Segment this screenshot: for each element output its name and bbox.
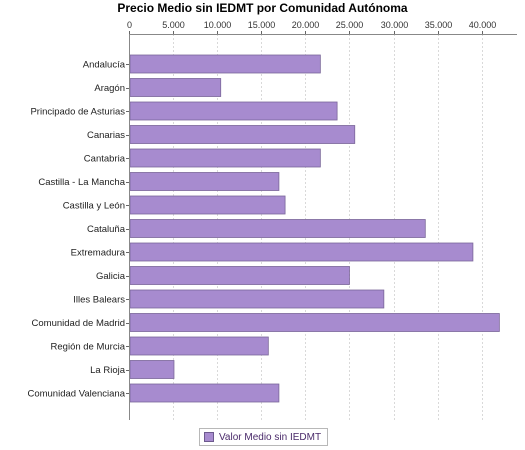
category-label: Castilla - La Mancha <box>38 177 125 188</box>
category-label: Extremadura <box>71 248 126 259</box>
x-tick-label: 0 <box>127 20 132 30</box>
category-label: Cantabria <box>84 154 126 165</box>
x-tick-label: 20.000 <box>292 20 320 30</box>
x-tick-label: 25.000 <box>336 20 364 30</box>
bar <box>129 148 321 168</box>
category-label: Canarias <box>87 130 125 141</box>
bar <box>129 78 222 97</box>
x-tick-labels: 0 5.000 10.000 15.000 20.000 25.000 30.000 35.0… <box>127 20 496 30</box>
x-tick-label: 35.000 <box>425 20 453 30</box>
category-label: Aragón <box>94 83 125 94</box>
category-label: Comunidad de Madrid <box>32 318 125 329</box>
category-label: Cataluña <box>87 224 126 235</box>
category-label: Andalucía <box>83 60 126 71</box>
category-label: Galicia <box>96 271 126 282</box>
category-label: Illes Balears <box>73 295 125 306</box>
bar <box>129 313 500 332</box>
bar <box>129 383 280 403</box>
legend: Valor Medio sin IEDMT <box>199 428 329 446</box>
x-tick-label: 10.000 <box>204 20 232 30</box>
category-label: Principado de Asturias <box>30 107 125 118</box>
bar <box>129 336 269 356</box>
bar <box>129 125 356 144</box>
x-tick-label: 30.000 <box>381 20 409 30</box>
bar <box>129 289 385 309</box>
category-label: La Rioja <box>90 365 126 376</box>
bars <box>129 54 500 403</box>
x-tick-label: 15.000 <box>248 20 276 30</box>
x-tick-label: 5.000 <box>162 20 185 30</box>
bar <box>129 101 338 121</box>
bar <box>129 172 280 191</box>
bar <box>129 360 175 379</box>
axes <box>126 31 517 420</box>
category-label: Región de Murcia <box>51 342 126 353</box>
legend-swatch <box>204 432 214 442</box>
chart-title: Precio Medio sin IEDMT por Comunidad Aut… <box>117 1 408 15</box>
bar <box>129 266 350 285</box>
bar <box>129 242 474 262</box>
bar <box>129 219 426 238</box>
bar <box>129 195 286 215</box>
x-tick-label: 40.000 <box>469 20 497 30</box>
category-label: Comunidad Valenciana <box>27 389 125 400</box>
legend-label: Valor Medio sin IEDMT <box>219 431 322 443</box>
category-labels: Andalucía Aragón Principado de Asturias Can… <box>27 60 125 400</box>
bar <box>129 54 321 74</box>
category-label: Castilla y León <box>63 201 125 212</box>
